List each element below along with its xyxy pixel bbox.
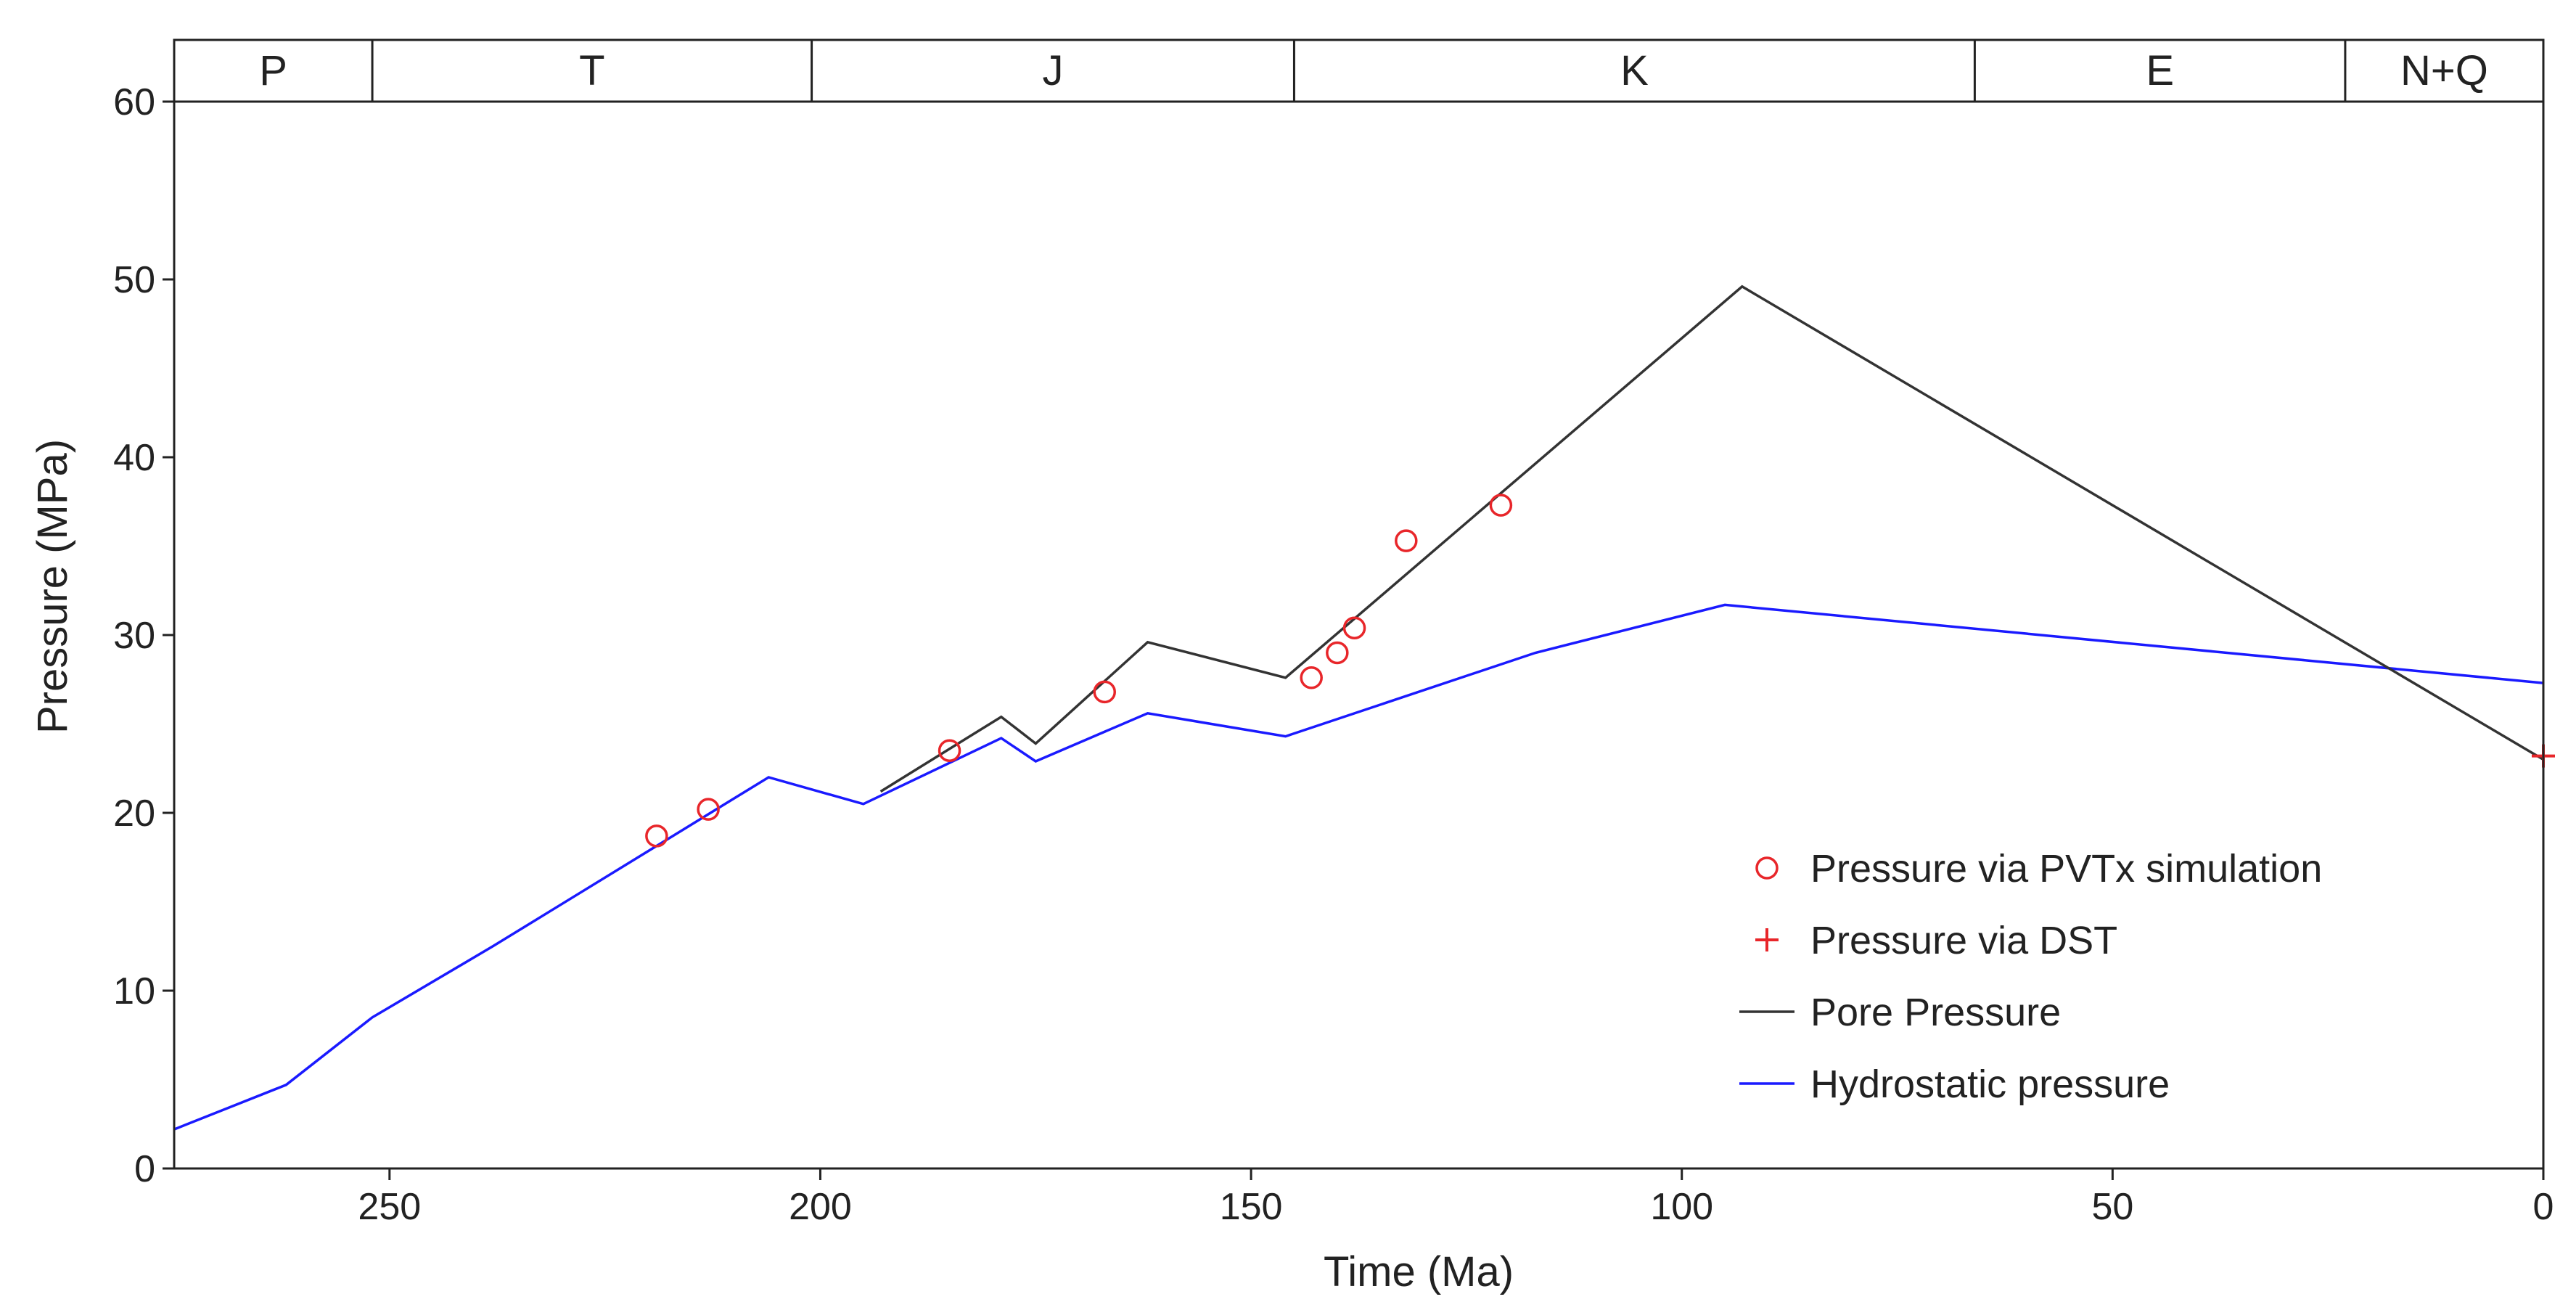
pvtx-data-point [938, 739, 961, 762]
x-tick-label: 200 [789, 1186, 852, 1228]
period-label-k: K [1620, 47, 1649, 94]
y-tick-label: 0 [134, 1148, 155, 1190]
x-axis-title: Time (Ma) [1324, 1248, 1514, 1295]
legend-circle-marker [1755, 856, 1779, 880]
legend-item: Pressure via DST [1755, 919, 2117, 962]
pvtx-data-point [697, 798, 720, 821]
period-label-j: J [1043, 47, 1064, 94]
pvtx-data-point [1395, 529, 1418, 552]
y-tick-label: 60 [113, 81, 155, 123]
x-tick-label: 150 [1220, 1186, 1283, 1228]
legend-label: Pressure via DST [1810, 919, 2117, 962]
pvtx-data-point [1300, 666, 1323, 689]
period-label-t: T [579, 47, 604, 94]
y-axis-title: Pressure (MPa) [29, 439, 76, 734]
period-label-nq: N+Q [2400, 47, 2488, 94]
legend-item: Pore Pressure [1739, 991, 2061, 1034]
legend-item: Hydrostatic pressure [1739, 1063, 2170, 1106]
y-tick-label: 20 [113, 793, 155, 835]
y-tick-label: 50 [113, 259, 155, 301]
pore-pressure-line [879, 284, 2544, 793]
legend-label: Pore Pressure [1810, 991, 2061, 1034]
legend-label: Pressure via PVTx simulation [1810, 847, 2322, 891]
period-label-p: P [259, 47, 287, 94]
x-tick-label: 0 [2533, 1186, 2554, 1228]
legend: Pressure via PVTx simulation Pressure via… [1739, 847, 2322, 1106]
pvtx-data-point [1489, 494, 1513, 517]
x-tick-label: 100 [1650, 1186, 1713, 1228]
hydrostatic-pressure-line [173, 603, 2544, 1131]
period-label-e: E [2146, 47, 2174, 94]
legend-label: Hydrostatic pressure [1810, 1063, 2170, 1106]
pvtx-data-point [1326, 641, 1349, 665]
y-tick-label: 40 [113, 437, 155, 479]
y-tick-label: 10 [113, 970, 155, 1012]
pvtx-data-point [1342, 616, 1366, 639]
axes-layer: 250 200 150 100 50 0 0 10 20 30 40 50 60 [113, 81, 2554, 1228]
legend-item: Pressure via PVTx simulation [1755, 847, 2322, 891]
pvtx-data-point [1093, 680, 1117, 704]
x-tick-label: 250 [358, 1186, 421, 1228]
y-tick-label: 30 [113, 615, 155, 657]
pvtx-data-point [645, 824, 668, 848]
x-tick-label: 50 [2091, 1186, 2133, 1228]
